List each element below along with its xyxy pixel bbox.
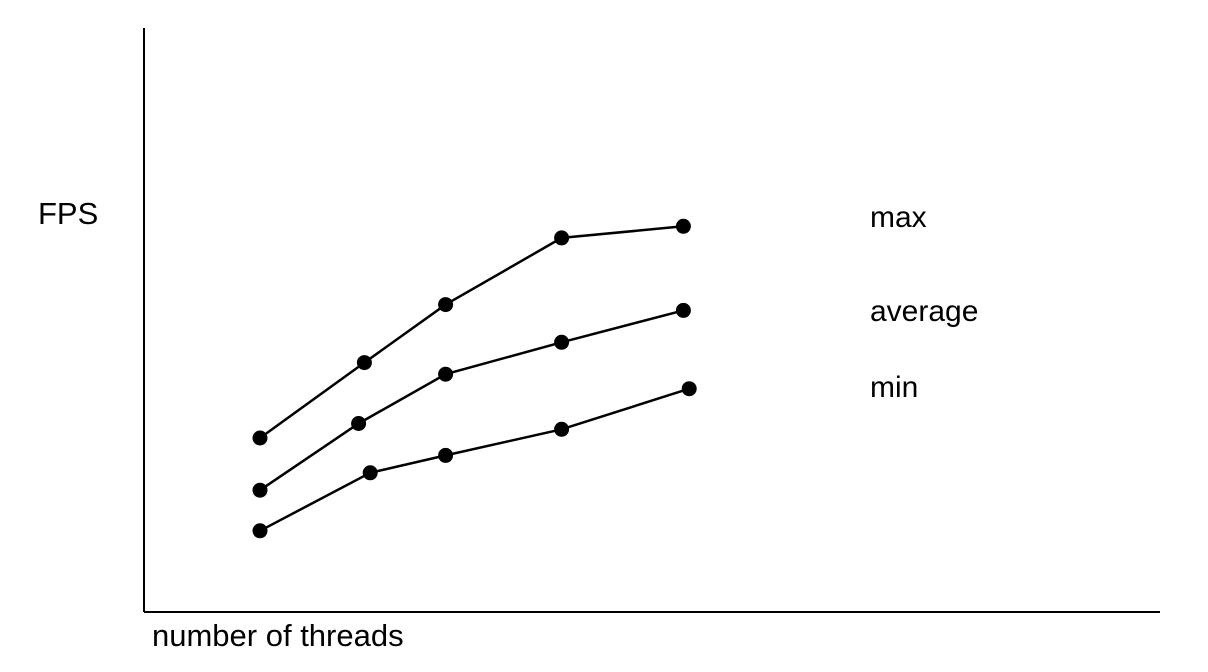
data-point-min-5: [681, 381, 697, 397]
data-point-max-1: [252, 430, 268, 446]
y-axis-label: FPS: [38, 196, 99, 231]
data-point-average-2: [351, 416, 367, 431]
data-point-min-2: [362, 465, 378, 481]
data-point-average-4: [554, 334, 570, 350]
series-line-min: [259, 387, 690, 532]
axes: [143, 28, 1160, 613]
data-point-max-3: [438, 297, 454, 313]
data-point-max-5: [675, 218, 691, 234]
data-point-max-2: [356, 355, 372, 371]
data-point-average-5: [675, 302, 691, 318]
data-point-max-4: [554, 230, 570, 246]
series-line-max: [259, 225, 684, 440]
series-line-average: [259, 309, 684, 492]
data-point-average-1: [252, 482, 268, 498]
data-point-min-1: [252, 523, 268, 539]
data-point-min-3: [438, 447, 454, 463]
x-axis-label: number of threads: [152, 618, 404, 653]
series-label-min: min: [870, 371, 919, 404]
plot-area: [252, 218, 697, 539]
data-point-average-3: [438, 366, 454, 382]
series-label-max: max: [870, 201, 927, 234]
data-point-min-4: [554, 421, 570, 437]
series-label-average: average: [870, 295, 979, 328]
